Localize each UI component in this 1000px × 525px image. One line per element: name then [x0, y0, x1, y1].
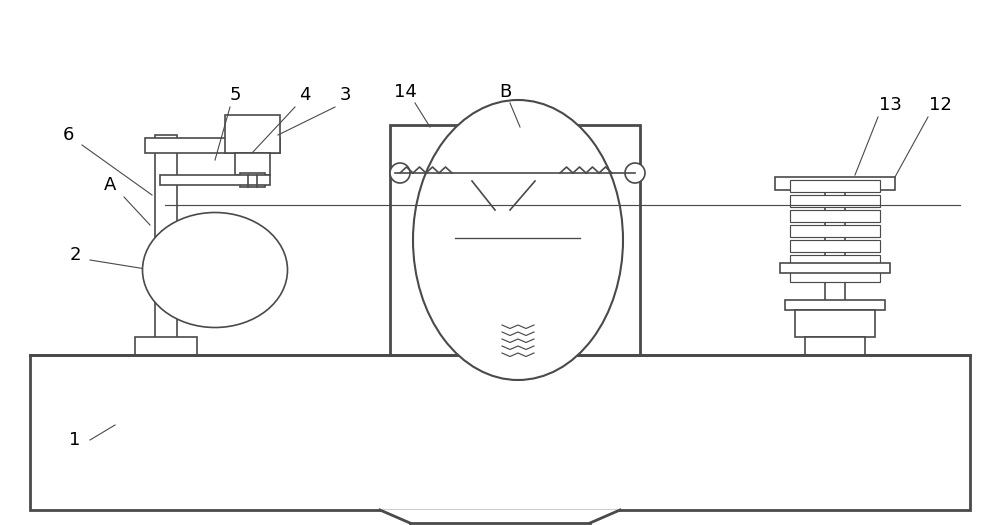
Text: 13: 13	[879, 96, 901, 114]
Text: 14: 14	[394, 83, 416, 101]
Text: 6: 6	[62, 126, 74, 144]
Bar	[775, 177, 895, 190]
Bar	[512, 323, 542, 345]
Bar	[495, 265, 540, 315]
Bar	[790, 225, 880, 237]
Text: 1: 1	[69, 431, 81, 449]
Bar	[145, 138, 280, 153]
Bar	[455, 210, 580, 265]
Circle shape	[484, 241, 500, 257]
Text: B: B	[499, 83, 511, 101]
Bar	[225, 115, 280, 153]
Bar	[825, 180, 845, 355]
Circle shape	[528, 219, 544, 235]
Circle shape	[528, 241, 544, 257]
Bar	[462, 165, 492, 181]
Bar	[135, 337, 197, 355]
Text: 12: 12	[929, 96, 951, 114]
Circle shape	[491, 209, 499, 217]
Ellipse shape	[143, 213, 288, 328]
Bar	[780, 263, 890, 273]
Bar	[460, 315, 512, 353]
Bar	[30, 355, 970, 510]
Circle shape	[506, 241, 522, 257]
Text: 5: 5	[229, 86, 241, 104]
Bar	[162, 257, 267, 265]
Bar	[235, 153, 270, 175]
Bar	[790, 270, 880, 282]
Bar	[162, 231, 267, 240]
Bar	[158, 265, 270, 280]
Bar	[160, 175, 270, 185]
Bar	[155, 135, 177, 355]
Ellipse shape	[413, 100, 623, 380]
Circle shape	[506, 209, 514, 217]
Circle shape	[550, 241, 566, 257]
Circle shape	[506, 219, 522, 235]
Bar	[240, 173, 265, 187]
Bar	[795, 310, 875, 337]
Bar	[805, 337, 865, 355]
Circle shape	[484, 219, 500, 235]
Bar	[390, 125, 640, 355]
Circle shape	[550, 219, 566, 235]
Polygon shape	[379, 510, 621, 523]
Bar	[790, 240, 880, 252]
Bar	[515, 165, 545, 181]
Text: 2: 2	[69, 246, 81, 264]
Text: 3: 3	[339, 86, 351, 104]
Bar	[790, 195, 880, 207]
Text: A: A	[104, 176, 116, 194]
Circle shape	[462, 241, 478, 257]
Circle shape	[462, 219, 478, 235]
Text: 4: 4	[299, 86, 311, 104]
Bar	[790, 180, 880, 192]
Bar	[790, 210, 880, 222]
Bar	[785, 300, 885, 310]
Circle shape	[390, 163, 410, 183]
Bar	[790, 255, 880, 267]
Circle shape	[625, 163, 645, 183]
